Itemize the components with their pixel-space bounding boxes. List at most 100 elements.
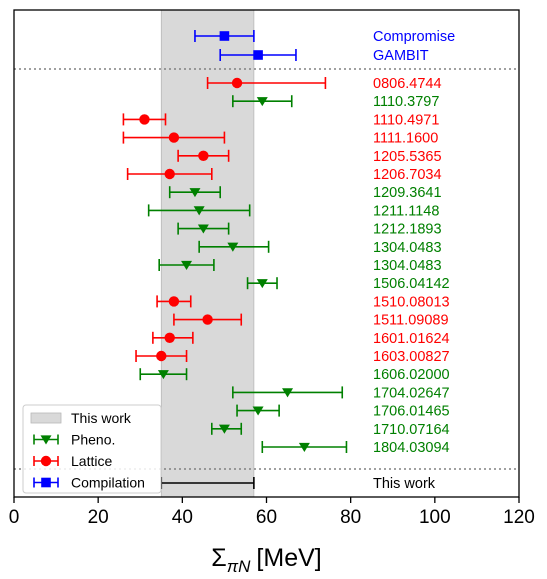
legend-entry: This work	[30, 410, 132, 426]
legend-swatch	[30, 412, 62, 424]
marker	[282, 388, 294, 398]
marker	[181, 260, 193, 270]
data-point	[261, 441, 348, 453]
legend-label: This work	[71, 410, 132, 426]
x-tick-label: 40	[172, 507, 193, 528]
legend-label: Pheno.	[71, 432, 115, 448]
row-label: 1304.0483	[373, 240, 442, 256]
row-label: 1111.1600	[373, 131, 438, 147]
row-label: 1804.03094	[373, 440, 450, 456]
x-axis: 0 20 40 60 80 100 120	[9, 497, 535, 528]
row-label: 1304.0483	[373, 258, 442, 274]
legend-entry: Lattice	[33, 453, 112, 469]
row-label: 1212.1893	[373, 222, 442, 238]
marker	[252, 406, 264, 416]
legend-label: Lattice	[71, 453, 112, 469]
row-labels-layer: Compromise GAMBIT 0806.4744 1110.3797 1110.4…	[373, 29, 455, 492]
marker	[168, 296, 180, 307]
marker	[139, 114, 150, 125]
marker	[164, 332, 175, 343]
data-point	[194, 30, 255, 42]
row-label: 1506.04142	[373, 276, 450, 292]
data-point	[126, 168, 213, 180]
data-point	[177, 149, 230, 162]
row-label: 1706.01465	[373, 404, 450, 420]
row-label: 1710.07164	[373, 422, 450, 438]
x-tick-label: 120	[503, 507, 535, 528]
row-label: 1704.02647	[373, 385, 450, 401]
row-label: 1606.02000	[373, 367, 450, 383]
row-label: 0806.4744	[373, 76, 442, 92]
legend-box	[22, 404, 162, 494]
data-point	[236, 404, 280, 417]
x-tick-label: 60	[256, 507, 277, 528]
row-label: 1511.09089	[373, 313, 449, 329]
band-layer	[160, 9, 255, 498]
marker	[197, 224, 209, 234]
x-axis-label-unit: [MeV]	[256, 544, 321, 572]
data-point	[122, 113, 167, 126]
marker	[227, 242, 239, 252]
separator-layer	[14, 68, 519, 470]
data-point	[158, 259, 215, 271]
marker	[156, 350, 167, 362]
data-point	[246, 277, 278, 290]
data-point	[122, 131, 226, 144]
marker	[202, 314, 213, 325]
data-point	[168, 186, 222, 199]
legend-marker	[40, 455, 52, 467]
x-tick-label: 20	[88, 507, 109, 528]
data-point	[173, 313, 243, 326]
data-point	[135, 350, 188, 362]
data-point	[232, 95, 293, 108]
legend-entry: Pheno.	[33, 432, 115, 448]
row-label: 1211.1148	[373, 203, 439, 219]
data-point	[210, 422, 243, 435]
row-label: 1510.08013	[373, 294, 450, 310]
data-point	[156, 295, 192, 308]
x-tick-label: 0	[9, 507, 20, 528]
marker	[157, 370, 169, 380]
marker	[256, 97, 268, 107]
row-label: 1209.3641	[373, 185, 442, 201]
x-axis-label: ΣπN [MeV]	[211, 544, 321, 576]
marker	[253, 50, 263, 60]
error-bar	[206, 77, 327, 89]
row-label: 1205.5365	[373, 149, 442, 165]
legend-marker	[41, 477, 51, 488]
marker	[164, 168, 175, 180]
x-tick-label: 100	[419, 507, 451, 528]
row-label: 1110.3797	[373, 94, 439, 110]
this-work-band	[160, 9, 255, 498]
legend: This work Pheno. Lattice Compilation	[22, 404, 162, 494]
row-label: 1603.00827	[373, 349, 450, 365]
marker	[189, 188, 201, 198]
row-label: 1110.4971	[373, 112, 439, 128]
data-point	[152, 331, 194, 344]
data-point	[177, 222, 230, 235]
row-label: Compromise	[373, 29, 455, 45]
row-label: 1601.01624	[373, 331, 450, 347]
data-point	[198, 240, 270, 253]
x-axis-label-symbol: Σ	[211, 544, 226, 572]
row-label: This work	[373, 476, 436, 492]
data-point	[206, 77, 327, 89]
marker	[198, 150, 209, 161]
marker	[256, 279, 268, 289]
legend-label: Compilation	[71, 475, 145, 491]
data-point	[219, 49, 297, 61]
marker	[168, 132, 180, 143]
legend-entry: Compilation	[33, 475, 145, 491]
marker	[218, 424, 230, 434]
row-label: 1206.7034	[373, 167, 442, 183]
marker	[231, 77, 243, 89]
row-label: GAMBIT	[373, 48, 429, 64]
x-tick-label: 80	[340, 507, 361, 528]
data-point	[147, 204, 251, 217]
x-axis-label-subscript: πN	[227, 557, 251, 576]
data-point	[232, 386, 344, 399]
data-point	[139, 368, 188, 381]
marker	[219, 31, 230, 41]
marker	[298, 442, 310, 452]
